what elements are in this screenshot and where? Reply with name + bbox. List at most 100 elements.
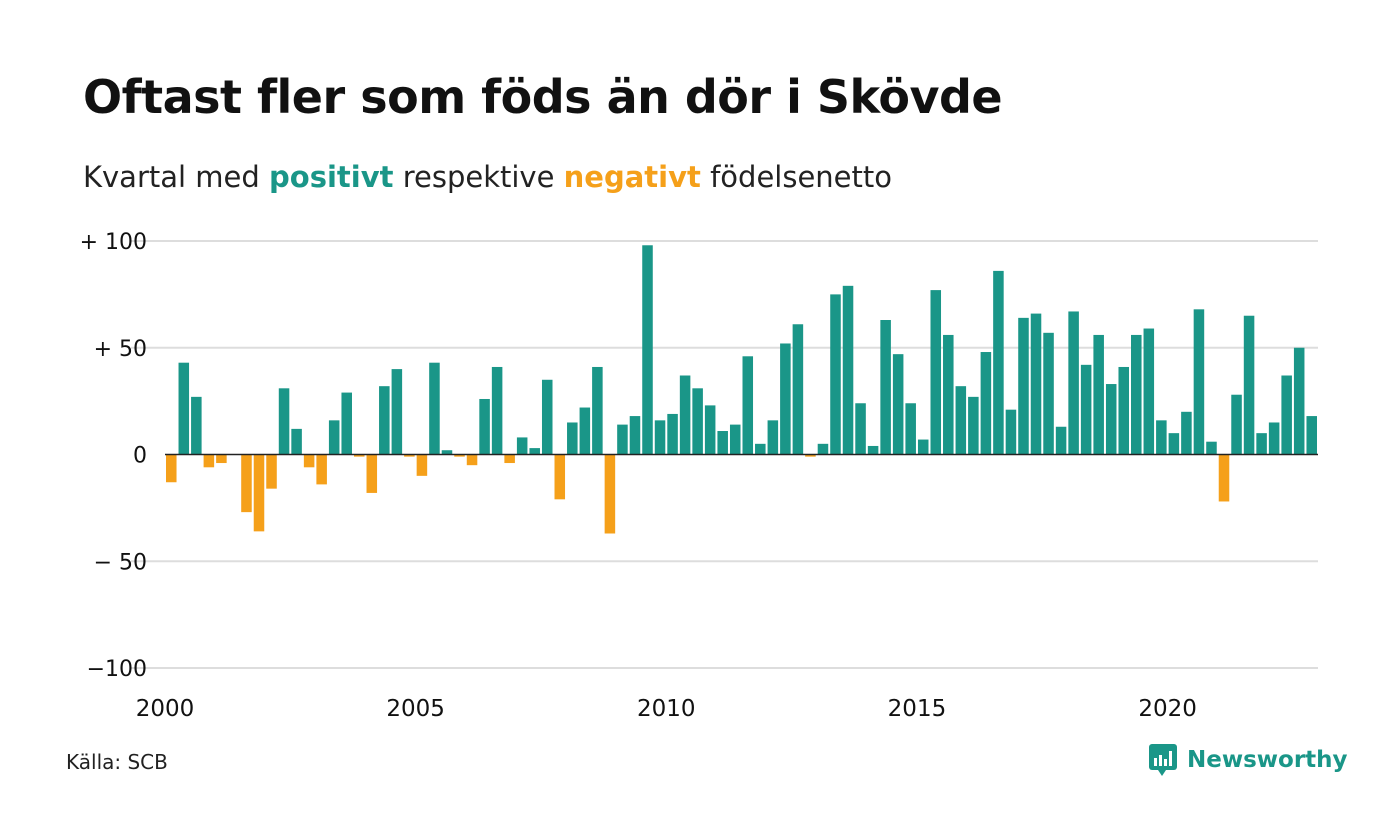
- y-tick-label: + 50: [94, 337, 147, 362]
- bar-positive: [1268, 422, 1280, 455]
- x-tick-label: 2005: [386, 696, 445, 722]
- bar-positive: [855, 403, 866, 455]
- y-tick-label: −100: [87, 657, 147, 682]
- bar-negative: [316, 454, 327, 485]
- bar-positive: [667, 413, 678, 455]
- bar-positive: [817, 443, 829, 455]
- subtitle-positive-word: positivt: [269, 160, 394, 194]
- bar-negative: [504, 454, 515, 464]
- bar-positive: [1281, 375, 1292, 455]
- x-tick-label: 2020: [1138, 696, 1197, 722]
- bar-positive: [529, 448, 540, 455]
- bar-positive: [341, 392, 352, 455]
- bar-positive: [1018, 317, 1029, 455]
- bar-positive: [1193, 309, 1205, 455]
- bar-negative: [253, 454, 265, 532]
- bar-positive: [1243, 315, 1255, 455]
- bar-positive: [1231, 394, 1242, 455]
- bar-positive: [1105, 384, 1117, 455]
- bar-positive: [1143, 328, 1155, 455]
- bar-positive: [1306, 416, 1317, 455]
- grid-lines: [131, 240, 1318, 669]
- bar-positive: [567, 422, 578, 455]
- bar-positive: [842, 285, 854, 455]
- bar-positive: [930, 290, 942, 455]
- bar-negative: [805, 454, 816, 457]
- bar-positive: [278, 388, 290, 455]
- bar-positive: [1293, 347, 1305, 455]
- bar-positive: [880, 320, 891, 455]
- chart-subtitle: Kvartal med positivt respektive negativt…: [83, 160, 892, 194]
- source-note: Källa: SCB: [66, 750, 168, 774]
- bar-positive: [704, 405, 716, 455]
- bar-positive: [717, 431, 728, 455]
- bar-negative: [466, 454, 478, 466]
- bar-negative: [454, 454, 465, 457]
- bar-positive: [679, 375, 691, 455]
- bar-positive: [1030, 313, 1042, 455]
- bar-positive: [755, 443, 766, 455]
- bar-positive: [905, 403, 916, 455]
- bar-positive: [1156, 420, 1167, 455]
- x-tick-label: 2000: [136, 696, 195, 722]
- bar-positive: [1206, 441, 1217, 455]
- bar-positive: [1080, 364, 1092, 455]
- bar-positive: [968, 396, 979, 455]
- bar-positive: [391, 369, 403, 455]
- bar-positive: [917, 439, 929, 455]
- bar-positive: [830, 294, 841, 455]
- brand-logo: Newsworthy: [1148, 743, 1348, 777]
- bar-positive: [379, 386, 390, 455]
- bar-positive: [1055, 426, 1067, 455]
- y-tick-label: + 100: [80, 230, 147, 255]
- bar-positive: [617, 424, 628, 455]
- y-tick-label: − 50: [94, 550, 147, 575]
- bar-positive: [579, 407, 591, 455]
- bar-positive: [1181, 411, 1192, 455]
- bar-positive: [491, 366, 503, 455]
- subtitle-suffix: födelsenetto: [700, 160, 892, 194]
- bar-negative: [366, 454, 378, 493]
- bar-positive: [516, 437, 528, 455]
- bar-negative: [604, 454, 616, 534]
- bar-positive: [867, 445, 879, 455]
- bar-positive: [291, 428, 302, 455]
- brand-name: Newsworthy: [1187, 747, 1348, 773]
- bar-negative: [241, 454, 252, 513]
- bar-negative: [303, 454, 315, 468]
- bar-positive: [1168, 433, 1180, 455]
- x-tick-label: 2015: [888, 696, 947, 722]
- axis-labels: + 100 + 50 0 − 50 −100 2000 2005 2010 2015 2020: [80, 230, 1197, 722]
- bar-positive: [541, 379, 553, 455]
- subtitle-prefix: Kvartal med: [83, 160, 270, 194]
- bar-positive: [191, 396, 202, 455]
- bar-positive: [692, 388, 703, 455]
- bar-positive: [178, 362, 190, 455]
- bar-negative: [404, 454, 415, 457]
- bar-positive: [479, 398, 490, 455]
- subtitle-middle: respektive: [393, 160, 564, 194]
- bar-positive: [993, 270, 1004, 455]
- bar-positive: [1043, 332, 1054, 455]
- bar-positive: [943, 334, 954, 455]
- bar-negative: [1218, 454, 1230, 502]
- bar-positive: [780, 343, 791, 455]
- bar-positive: [955, 386, 967, 455]
- bar-positive: [980, 352, 992, 455]
- bar-negative: [416, 454, 428, 476]
- bar-positive: [767, 420, 779, 455]
- bar-negative: [166, 454, 177, 483]
- bar-positive: [654, 420, 666, 455]
- subtitle-negative-word: negativt: [563, 160, 701, 194]
- x-tick-label: 2010: [637, 696, 696, 722]
- bar-positive: [429, 362, 440, 455]
- bar-negative: [554, 454, 566, 500]
- bar-positive: [892, 354, 904, 455]
- bar-positive: [1256, 433, 1267, 455]
- bar-negative: [353, 454, 365, 457]
- bar-positive: [1005, 409, 1017, 455]
- bar-positive: [642, 245, 653, 455]
- bar-positive: [1118, 366, 1130, 455]
- bar-positive: [1068, 311, 1079, 455]
